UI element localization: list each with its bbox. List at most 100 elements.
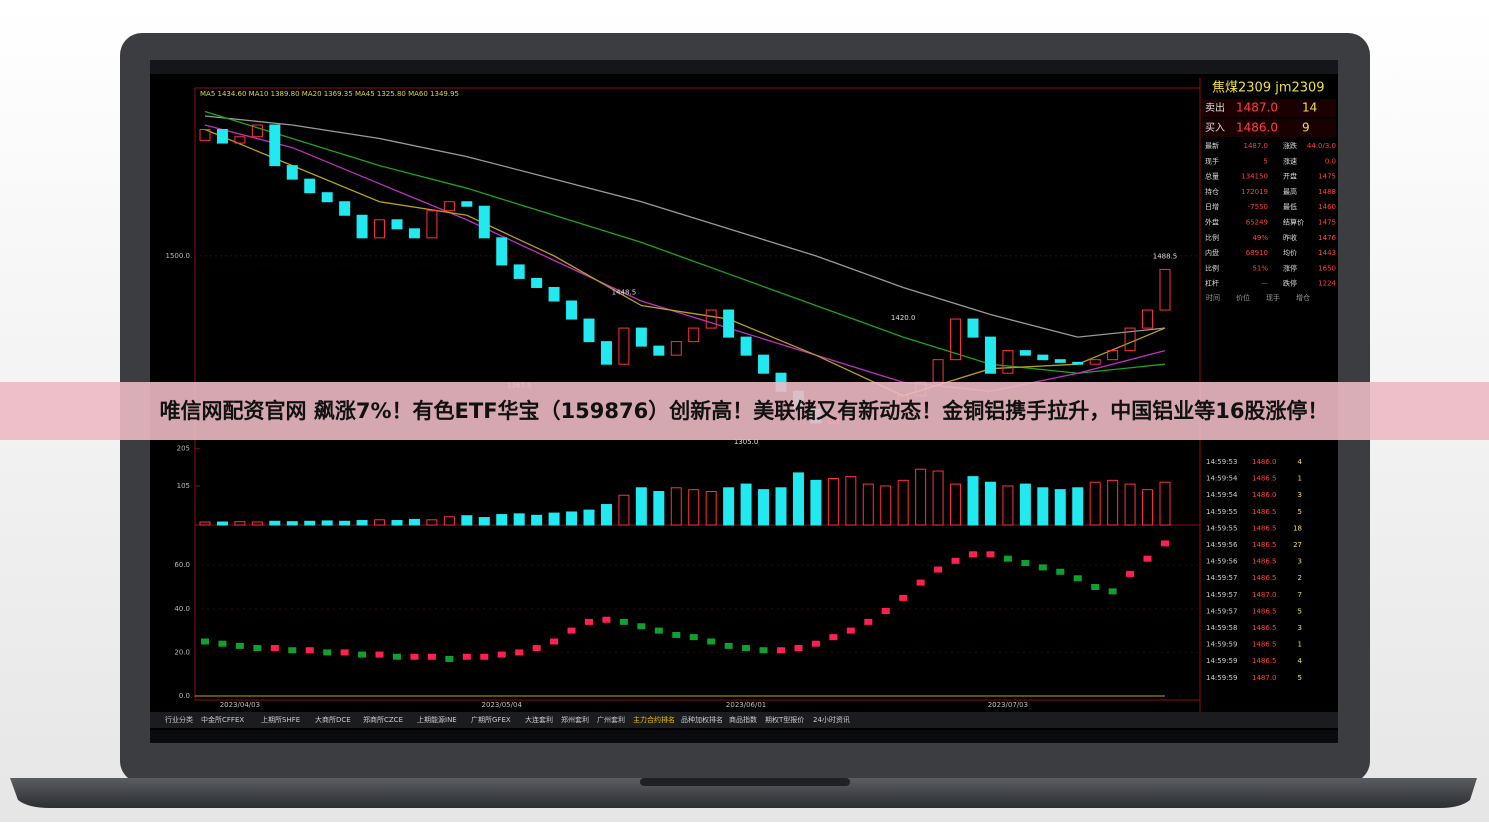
tick-time: 14:59:59	[1206, 657, 1237, 665]
indicator-point	[550, 638, 559, 645]
tick-time: 14:59:53	[1206, 458, 1237, 466]
indicator-point	[654, 627, 663, 634]
quote-cell: -7550	[1248, 203, 1268, 211]
volume-bar	[443, 516, 455, 526]
volume-bar	[862, 483, 874, 526]
indicator-point	[619, 618, 628, 625]
indicator-point	[305, 647, 314, 654]
tab[interactable]: 行业分类	[165, 715, 193, 724]
volume-bar	[1054, 489, 1066, 526]
candle	[566, 300, 578, 320]
indicator-point	[393, 653, 401, 660]
volume-bar	[967, 476, 979, 526]
tick-size: 5	[1298, 674, 1302, 682]
volume-bar	[932, 470, 944, 526]
candle	[513, 264, 525, 279]
indicator-point	[864, 618, 873, 625]
candle	[304, 178, 316, 194]
indicator-point	[462, 653, 471, 660]
quote-cell: 49%	[1252, 234, 1268, 242]
volume-bar	[984, 481, 996, 526]
tick-time: 14:59:55	[1206, 508, 1237, 516]
tick-time: 14:59:57	[1206, 591, 1237, 599]
indicator-point	[323, 649, 332, 656]
banner-title: 唯信网配资官网 飙涨7%！有色ETF华宝（159876）创新高！美联储又有新动态…	[160, 399, 1329, 423]
candle	[950, 318, 962, 361]
quote-cell: 涨速	[1283, 156, 1297, 165]
tab[interactable]: 品种加权排名	[681, 715, 723, 724]
tab[interactable]: 商品指数	[729, 715, 757, 724]
quote-cell: 涨跌	[1283, 141, 1297, 150]
indicator-point	[811, 640, 820, 647]
tick-time: 14:59:56	[1206, 541, 1238, 549]
tab[interactable]: 期权T型报价	[765, 715, 804, 724]
quote-cell: 比例	[1205, 263, 1219, 272]
tab[interactable]: 24小时资讯	[813, 715, 850, 724]
candle	[1037, 354, 1049, 361]
candle	[705, 309, 717, 329]
tick-size: 4	[1298, 657, 1303, 665]
tick-price: 1486.5	[1252, 574, 1277, 582]
tab[interactable]: 中金所CFFEX	[201, 715, 244, 724]
volume-bar	[461, 515, 473, 526]
quote-cell: 最低	[1283, 202, 1297, 211]
indicator-point	[480, 653, 489, 660]
indicator-point	[410, 653, 419, 660]
volume-bar	[583, 509, 595, 526]
tab[interactable]: 主力合约排名	[633, 715, 675, 724]
quote-cell: 跌停	[1283, 279, 1297, 288]
candle	[635, 327, 647, 347]
quote-cell: 1475	[1318, 173, 1336, 181]
quote-label: 买入	[1205, 122, 1225, 134]
tab[interactable]: 大商所DCE	[315, 715, 351, 724]
quote-size: 9	[1302, 121, 1310, 135]
volume-bar	[827, 477, 839, 526]
indicator-point	[689, 634, 698, 641]
tick-time: 14:59:59	[1206, 674, 1237, 682]
candle	[356, 214, 368, 239]
quote-cell: 1488	[1318, 188, 1336, 196]
tick-header: 增仓	[1296, 293, 1310, 302]
candle	[1124, 327, 1136, 352]
tick-price: 1486.0	[1252, 491, 1277, 499]
quote-cell: 外盘	[1205, 218, 1219, 227]
candle	[408, 228, 420, 239]
status-bar	[150, 730, 1338, 743]
tick-size: 3	[1298, 558, 1302, 566]
tab[interactable]: 上期能源INE	[417, 715, 457, 724]
tick-size: 3	[1298, 491, 1302, 499]
indicator-point	[602, 616, 611, 623]
laptop-notch	[640, 778, 850, 786]
candle	[216, 129, 228, 144]
volume-bar	[635, 487, 647, 526]
indicator-point	[218, 640, 227, 647]
tab[interactable]: 广期所GFEX	[471, 715, 511, 724]
tab[interactable]: 大连套利	[525, 715, 553, 724]
volume-bar	[513, 513, 525, 526]
volume-bar	[286, 521, 298, 526]
quote-cell: 开盘	[1283, 172, 1297, 181]
candle	[670, 341, 682, 356]
x-tick-label: 2023/04/03	[220, 701, 260, 709]
volume-bar	[1107, 479, 1119, 526]
tick-size: 1	[1298, 641, 1302, 649]
ma-line	[204, 110, 1166, 374]
volume-bar	[688, 489, 700, 526]
volume-bar	[408, 518, 420, 526]
tab[interactable]: 广州套利	[597, 715, 625, 724]
tab[interactable]: 郑州套利	[561, 715, 589, 724]
volume-bar	[199, 521, 211, 526]
indicator-point	[515, 649, 524, 656]
volume-bar	[810, 479, 822, 526]
volume-bar	[216, 521, 228, 526]
tab[interactable]: 郑商所CZCE	[363, 715, 403, 724]
tab[interactable]: 上期所SHFE	[261, 715, 300, 724]
candle	[478, 205, 490, 239]
tick-size: 7	[1298, 591, 1302, 599]
quote-title: 焦煤2309 jm2309	[1212, 81, 1325, 96]
quote-cell: 134150	[1241, 173, 1268, 181]
indicator-point	[270, 645, 279, 652]
indicator-point	[1143, 555, 1152, 562]
candle	[1159, 268, 1171, 311]
tick-size: 27	[1293, 541, 1302, 549]
